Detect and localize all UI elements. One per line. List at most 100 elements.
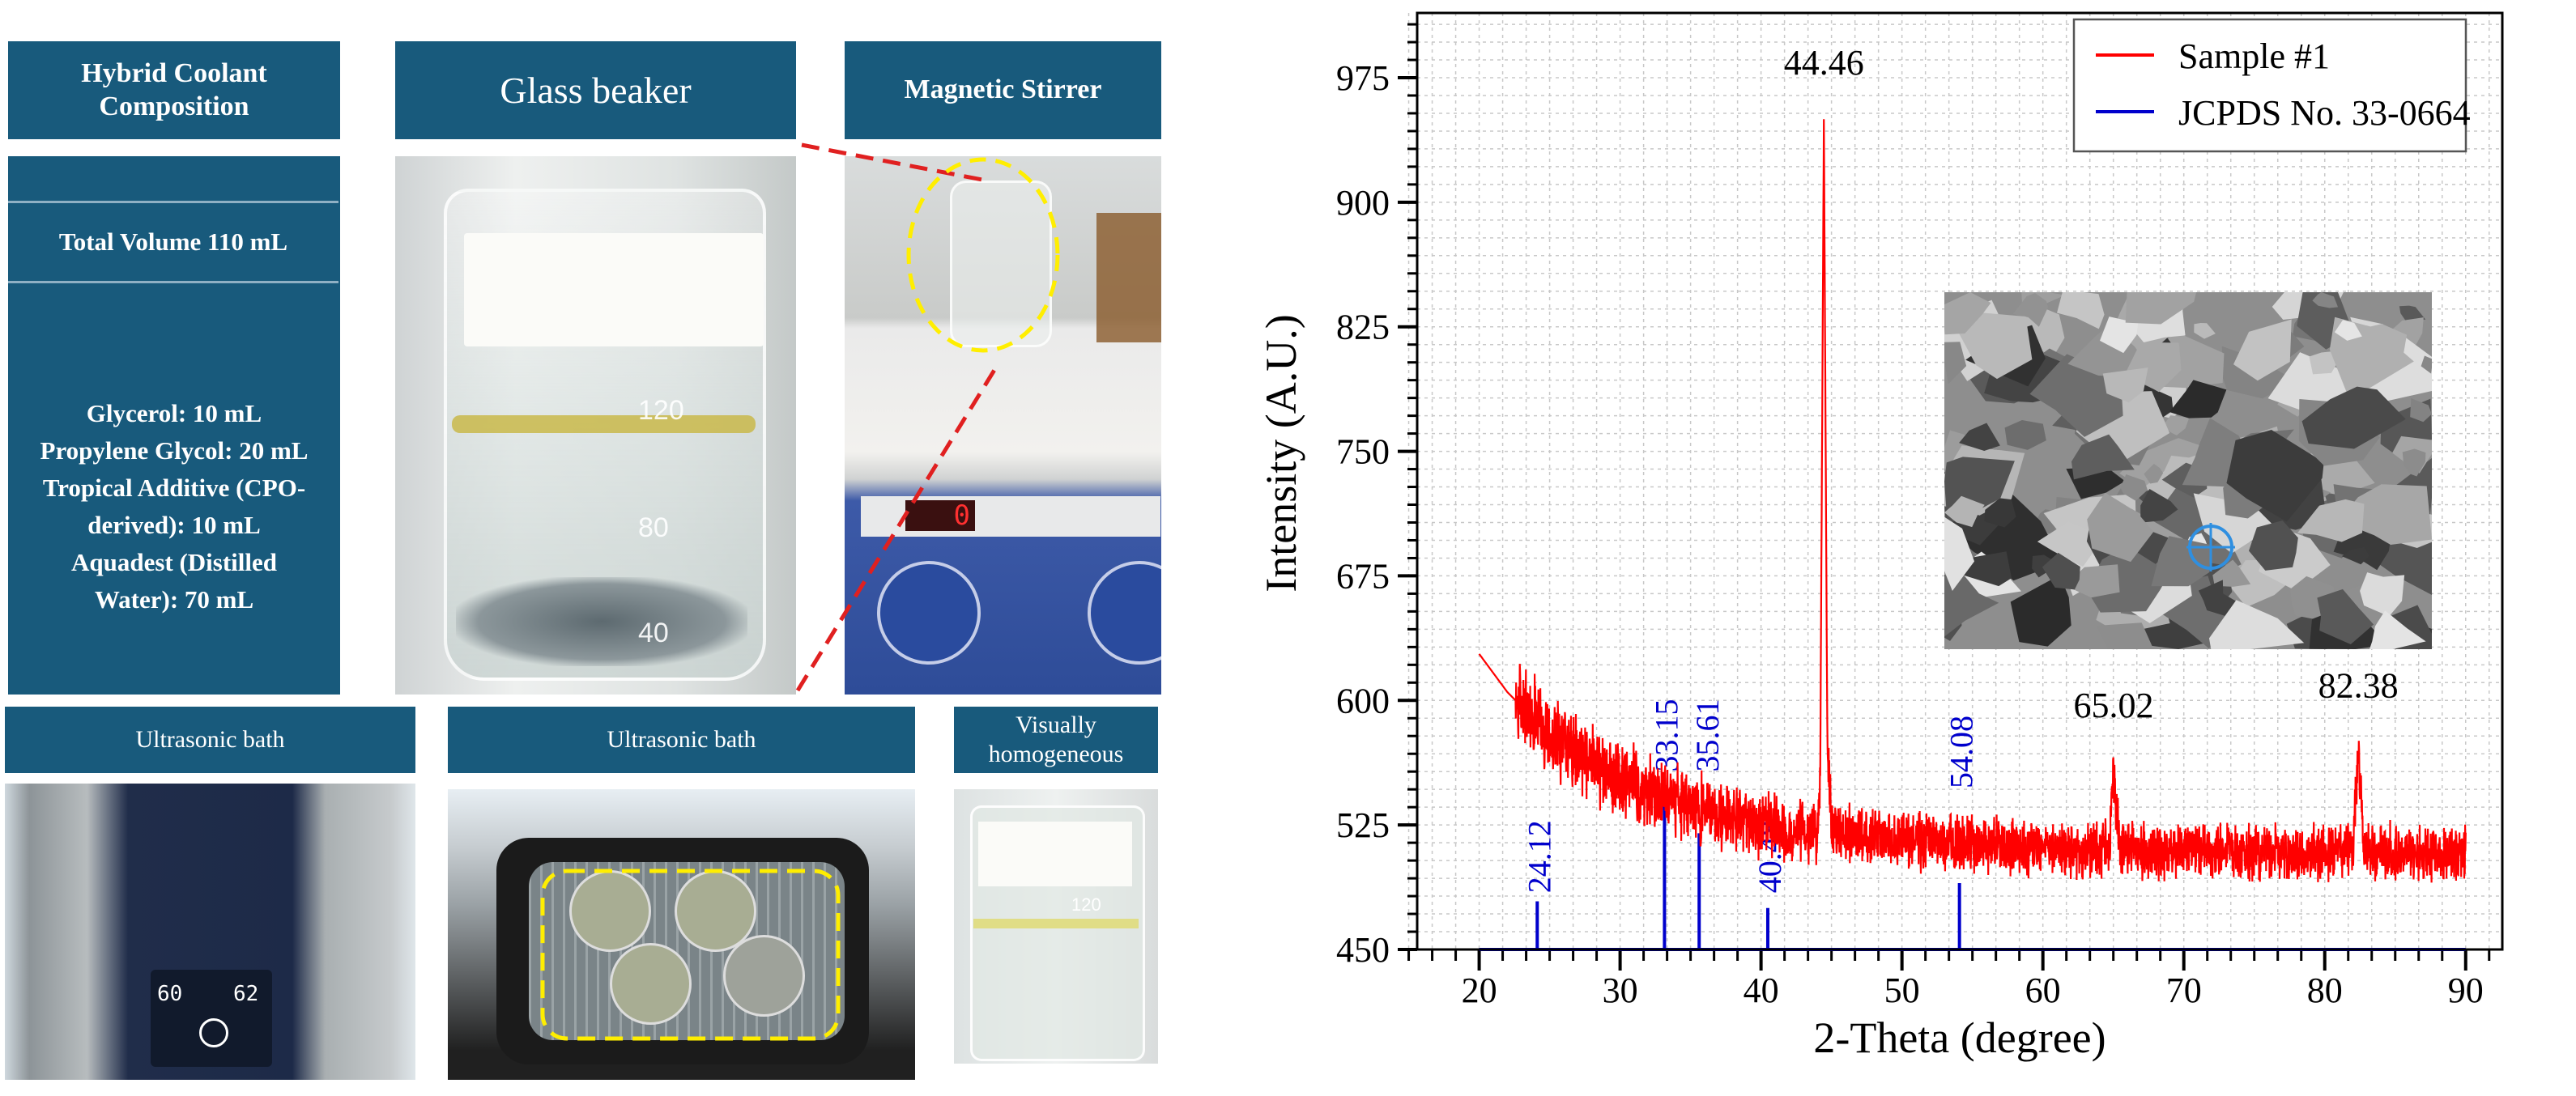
beaker-photo: 120 80 40: [395, 156, 796, 695]
axis-labels: 2-Theta (degree) Intensity (A.U.): [1257, 314, 2106, 1062]
inset-grain: [2144, 463, 2164, 484]
ultrasonic1-photo: 60 62: [5, 784, 415, 1080]
y-tick-label: 675: [1336, 556, 1390, 596]
ingredient-line: Water): 70 mL: [94, 585, 254, 614]
legend-label-sample: Sample #1: [2178, 36, 2330, 76]
y-tick-label: 525: [1336, 805, 1390, 845]
composition-panel: Total Volume 110 mL Glycerol: 10 mL Prop…: [8, 156, 340, 695]
ingredient-line: derived): 10 mL: [87, 511, 261, 539]
inset-grain: [2226, 430, 2324, 522]
legend-label-reference: JCPDS No. 33-0664: [2178, 93, 2471, 133]
x-tick-label: 40: [1744, 971, 1779, 1010]
beaker-header: Glass beaker: [395, 41, 796, 139]
x-tick-label: 50: [1884, 971, 1920, 1010]
inset-grain: [2086, 546, 2170, 613]
inset-grain: [2297, 499, 2365, 542]
homogeneous-mark: 120: [1071, 894, 1101, 915]
x-tick-label: 90: [2448, 971, 2484, 1010]
x-tick-label: 30: [1603, 971, 1638, 1010]
reference-label: 54.08: [1944, 716, 1980, 788]
stirrer-photo: 0: [845, 156, 1161, 695]
composition-header: Hybrid Coolant Composition: [8, 41, 340, 139]
speed-knob: [877, 561, 981, 665]
inset-grain: [1963, 551, 2012, 587]
y-tick-label: 600: [1336, 681, 1390, 720]
inset-grain: [2140, 489, 2178, 523]
peak-label: 82.38: [2318, 665, 2399, 705]
x-tick-label: 80: [2307, 971, 2343, 1010]
y-tick-label: 750: [1336, 432, 1390, 472]
xrd-chart: 20 30 40 50 60 70 80 90 450 525 600 675 750 825 900 975…: [1257, 11, 2504, 1062]
ingredient-line: Tropical Additive (CPO-: [42, 474, 306, 502]
inset-grain: [2317, 588, 2374, 644]
beaker-mark: 40: [638, 618, 669, 648]
y-tick-label: 825: [1336, 308, 1390, 347]
ultrasonic2-header: Ultrasonic bath: [448, 707, 915, 773]
ingredient-line: Glycerol: 10 mL: [86, 399, 262, 427]
ingredient-line: Aquadest (Distilled: [70, 548, 278, 576]
composition-title: Hybrid Coolant Composition: [81, 57, 267, 121]
ultrasonic-display-left: 60: [157, 982, 183, 1006]
inset-grain: [1959, 423, 2000, 452]
temp-knob: [1088, 561, 1161, 665]
stirrer-title: Magnetic Stirrer: [904, 74, 1102, 105]
x-tick-label: 60: [2025, 971, 2061, 1010]
inset-grain: [2369, 610, 2426, 649]
axis-ticks: 20 30 40 50 60 70 80 90 450 525 600 675 750 825 900 975: [1336, 23, 2491, 1010]
inset-grain: [2096, 622, 2154, 649]
inset-grain: [2385, 317, 2424, 347]
inset-grain: [2163, 415, 2190, 435]
legend-box: [2072, 18, 2467, 153]
stirrer-header: Magnetic Stirrer: [845, 41, 1161, 139]
inset-grain: [1954, 312, 2033, 380]
inset-grain: [2312, 292, 2339, 308]
ingredient-line: Propylene Glycol: 20 mL: [40, 436, 309, 465]
stirrer-display: 0: [905, 500, 975, 531]
x-tick-label: 70: [2166, 971, 2202, 1010]
inset-grain: [1944, 516, 1975, 591]
plot-frame: [1416, 11, 2504, 951]
reference-label: 24.12: [1521, 820, 1557, 893]
inset-grain: [2402, 448, 2426, 477]
peak-annotations: 44.46 65.02 82.38: [1784, 43, 2399, 725]
inset-grain: [2309, 350, 2339, 375]
beaker-title: Glass beaker: [500, 69, 692, 111]
inset-grain: [2301, 386, 2406, 449]
inset-grain: [2360, 572, 2405, 617]
inset-grain: [2057, 292, 2105, 329]
inset-grain: [2087, 492, 2154, 563]
sem-inset-image: [1944, 292, 2432, 649]
ultrasonic2-title: Ultrasonic bath: [607, 726, 756, 753]
inset-grain: [2334, 320, 2362, 341]
inset-grain: [1944, 292, 1991, 335]
inset-grain: [2100, 316, 2139, 354]
inset-grain: [2071, 434, 2135, 480]
peak-label: 65.02: [2074, 686, 2154, 725]
inset-grain: [2248, 520, 2298, 571]
sample-spectrum-line: [1478, 119, 2467, 883]
y-axis-title: Intensity (A.U.): [1257, 314, 1305, 592]
inset-grain: [2067, 324, 2150, 377]
beaker-mark: 120: [638, 395, 684, 426]
inset-grain: [2341, 546, 2370, 565]
reference-label: 35.61: [1689, 699, 1726, 771]
inset-grain: [2421, 355, 2432, 374]
inset-grain: [2151, 536, 2210, 587]
inset-grain: [2120, 474, 2148, 501]
y-tick-label: 450: [1336, 930, 1390, 970]
ultrasonic1-header: Ultrasonic bath: [5, 707, 415, 773]
inset-grain: [1944, 342, 1967, 384]
inset-grain: [2212, 559, 2251, 587]
x-axis-title: 2-Theta (degree): [1813, 1013, 2106, 1062]
peak-label: 44.46: [1784, 43, 1864, 83]
x-tick-label: 20: [1462, 971, 1497, 1010]
inset-grain: [2233, 319, 2292, 381]
legend: Sample #1 JCPDS No. 33-0664: [2072, 18, 2471, 153]
inset-grain: [2410, 397, 2432, 423]
beaker-mark: 80: [638, 512, 669, 543]
inset-grain: [2012, 293, 2049, 327]
homogeneous-title: Visually homogeneous: [988, 712, 1124, 767]
inset-grain: [2042, 552, 2080, 590]
inset-grain: [1984, 498, 2016, 528]
ultrasonic-display-right: 62: [233, 982, 259, 1006]
